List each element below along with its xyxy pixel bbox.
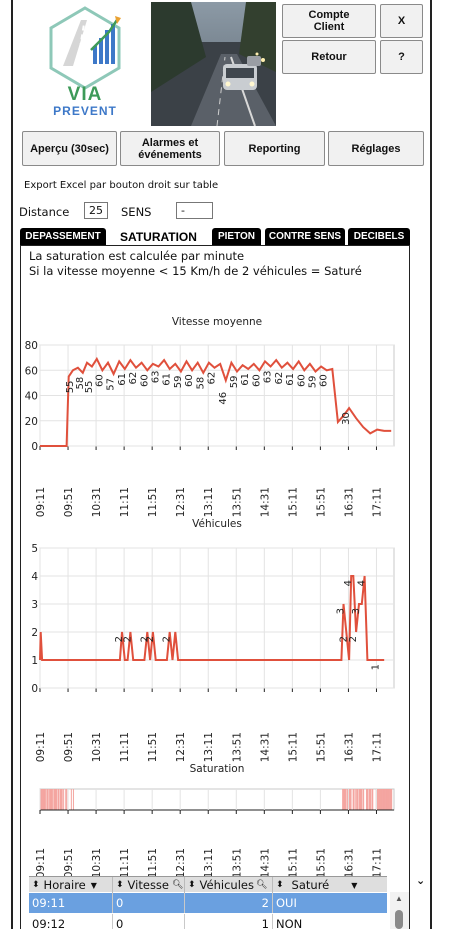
distance-label: Distance <box>19 205 70 219</box>
distance-input[interactable]: 25 <box>84 202 108 219</box>
table-row[interactable]: 09:11 0 2 OUI <box>29 893 387 913</box>
logo-subtitle: PREVENT <box>53 104 117 118</box>
filter-icon: ▼ <box>90 880 97 890</box>
camera-feed[interactable] <box>151 2 276 126</box>
client-account-button[interactable]: Compte Client <box>282 4 376 38</box>
client-account-label: Compte Client <box>308 9 350 33</box>
logo-text: VIA <box>67 84 103 105</box>
export-note: Export Excel par bouton droit sur table <box>24 180 219 191</box>
close-button[interactable]: X <box>380 4 423 38</box>
cell-vehicules: 1 <box>185 914 273 929</box>
expand-icon[interactable]: ⌄ <box>416 874 426 887</box>
nav-overview-button[interactable]: Aperçu (30sec) <box>22 131 117 166</box>
column-header-vehicules[interactable]: ⬍ Véhicules 🔍︎ <box>185 877 273 893</box>
help-button[interactable]: ? <box>380 40 423 74</box>
scrollbar-thumb[interactable] <box>395 910 403 929</box>
nav-reporting-label: Reporting <box>248 142 301 155</box>
table-row[interactable]: 09:12 0 1 NON <box>29 914 387 929</box>
cell-vitesse: 0 <box>113 914 185 929</box>
sens-label: SENS <box>121 205 152 219</box>
tab-depassement[interactable]: DEPASSEMENT <box>20 228 106 245</box>
sens-input[interactable]: - <box>176 202 213 219</box>
help-label: ? <box>398 51 405 63</box>
column-header-vehicules-label: Véhicules <box>199 878 254 892</box>
column-header-sature-label: Saturé <box>291 878 330 892</box>
camera-image <box>151 2 276 126</box>
back-label: Retour <box>311 51 347 63</box>
nav-alarms-label: Alarmes et événements <box>138 136 202 161</box>
description-line-1: La saturation est calculée par minute <box>29 249 245 263</box>
column-header-vitesse[interactable]: ⬍ Vitesse 🔍︎ <box>113 877 185 893</box>
filter-icon: ▼ <box>351 880 358 890</box>
cell-horaire: 09:12 <box>29 914 113 929</box>
nav-settings-label: Réglages <box>351 142 401 155</box>
sort-icon: ⬍ <box>116 880 124 890</box>
nav-overview-label: Aperçu (30sec) <box>30 142 109 155</box>
cell-sature: NON <box>276 917 303 929</box>
close-label: X <box>397 15 406 27</box>
back-button[interactable]: Retour <box>282 40 376 74</box>
table-header: ⬍ Horaire ▼ ⬍ Vitesse 🔍︎ ⬍ Véhicules 🔍︎ ⬍ Satur… <box>29 876 387 893</box>
sort-icon: ⬍ <box>32 880 40 890</box>
scroll-up-icon[interactable]: ▲ <box>395 894 403 903</box>
cell-vehicules: 2 <box>185 893 273 913</box>
nav-reporting-button[interactable]: Reporting <box>224 131 325 166</box>
column-header-vitesse-label: Vitesse <box>127 878 169 892</box>
sort-icon: ⬍ <box>188 880 196 890</box>
saturation-panel <box>20 245 410 929</box>
cell-horaire: 09:11 <box>29 893 113 913</box>
tab-decibels[interactable]: DECIBELS <box>348 228 410 245</box>
via-prevent-logo: VIA PREVENT <box>21 2 149 126</box>
nav-settings-button[interactable]: Réglages <box>328 131 424 166</box>
cell-sature: OUI <box>276 896 297 910</box>
tab-pieton[interactable]: PIETON <box>212 228 261 245</box>
description-line-2: Si la vitesse moyenne < 15 Km/h de 2 véh… <box>29 264 362 278</box>
nav-alarms-button[interactable]: Alarmes et événements <box>120 131 220 166</box>
column-header-horaire[interactable]: ⬍ Horaire ▼ <box>29 877 113 893</box>
tab-saturation[interactable]: SATURATION <box>109 228 208 245</box>
cell-vitesse: 0 <box>113 893 185 913</box>
tab-contre-sens[interactable]: CONTRE SENS <box>265 228 345 245</box>
search-icon: 🔍︎ <box>172 880 184 890</box>
column-header-horaire-label: Horaire <box>43 878 86 892</box>
search-icon: 🔍︎ <box>255 880 268 890</box>
table-scrollbar[interactable]: ▲ <box>390 892 409 929</box>
sort-icon: ⬍ <box>276 880 284 890</box>
logo-road-icon <box>49 6 121 90</box>
column-header-sature[interactable]: ⬍ Saturé ▼ <box>273 877 387 893</box>
